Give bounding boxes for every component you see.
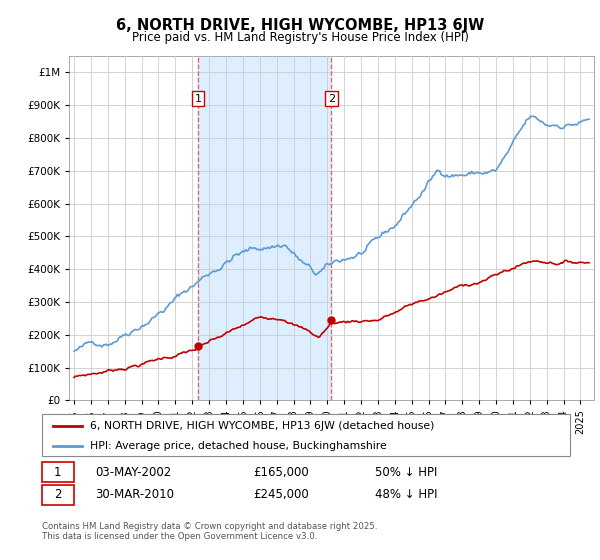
- Text: £245,000: £245,000: [253, 488, 309, 501]
- Text: 48% ↓ HPI: 48% ↓ HPI: [374, 488, 437, 501]
- Text: 1: 1: [194, 94, 202, 104]
- Bar: [198, 56, 331, 400]
- Text: 2: 2: [328, 94, 335, 104]
- Text: 03-MAY-2002: 03-MAY-2002: [95, 465, 171, 479]
- Text: 6, NORTH DRIVE, HIGH WYCOMBE, HP13 6JW (detached house): 6, NORTH DRIVE, HIGH WYCOMBE, HP13 6JW (…: [89, 421, 434, 431]
- Text: Contains HM Land Registry data © Crown copyright and database right 2025.
This d: Contains HM Land Registry data © Crown c…: [42, 522, 377, 542]
- Text: 1: 1: [54, 465, 62, 479]
- Text: HPI: Average price, detached house, Buckinghamshire: HPI: Average price, detached house, Buck…: [89, 441, 386, 451]
- Text: 50% ↓ HPI: 50% ↓ HPI: [374, 465, 437, 479]
- Text: £165,000: £165,000: [253, 465, 309, 479]
- Text: 30-MAR-2010: 30-MAR-2010: [95, 488, 174, 501]
- FancyBboxPatch shape: [42, 462, 74, 482]
- Text: Price paid vs. HM Land Registry's House Price Index (HPI): Price paid vs. HM Land Registry's House …: [131, 31, 469, 44]
- FancyBboxPatch shape: [42, 485, 74, 505]
- Text: 2: 2: [54, 488, 62, 501]
- FancyBboxPatch shape: [42, 414, 570, 456]
- Text: 6, NORTH DRIVE, HIGH WYCOMBE, HP13 6JW: 6, NORTH DRIVE, HIGH WYCOMBE, HP13 6JW: [116, 18, 484, 33]
